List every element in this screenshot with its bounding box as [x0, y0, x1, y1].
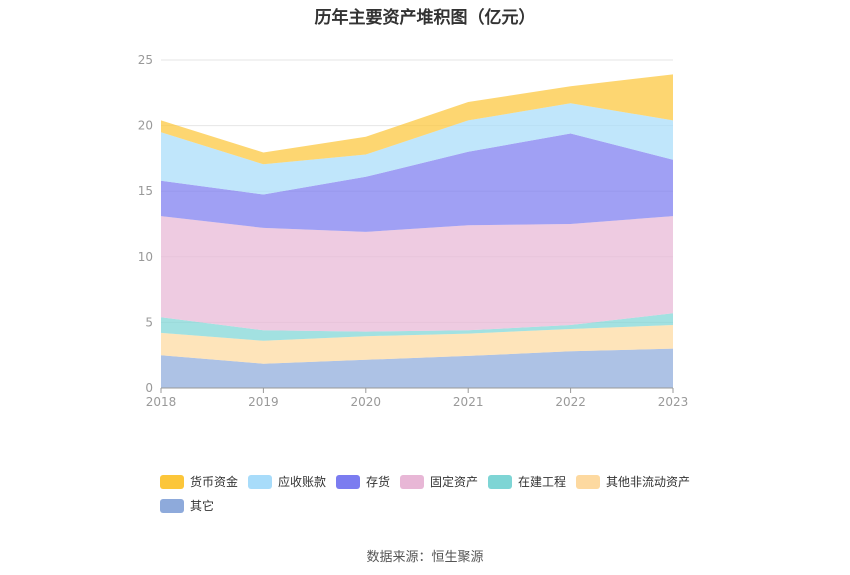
- area-series-5: [161, 103, 673, 195]
- area-series-6: [161, 74, 673, 165]
- axes: 0 5 10 15 20 25 2018 2019 2020 2021 2022 2023: [138, 53, 689, 409]
- area-series-2: [161, 313, 673, 341]
- y-tick-label: 10: [138, 250, 153, 264]
- legend-swatch: [400, 474, 424, 489]
- legend-item[interactable]: 其他非流动资产: [576, 473, 690, 490]
- x-tick-label: 2020: [351, 395, 382, 409]
- legend-label: 存货: [366, 475, 391, 489]
- x-tick-label: 2019: [248, 395, 279, 409]
- stacked-areas: [161, 74, 673, 388]
- legend-item[interactable]: 应收账款: [248, 473, 326, 490]
- legend-item[interactable]: 在建工程: [488, 473, 566, 490]
- x-tick-label: 2022: [555, 395, 586, 409]
- y-tick-label: 5: [145, 315, 153, 329]
- legend-item[interactable]: 存货: [336, 473, 390, 490]
- legend-label: 在建工程: [518, 475, 567, 489]
- legend-label: 其他非流动资产: [606, 475, 691, 489]
- y-tick-label: 25: [138, 53, 153, 67]
- legend-label: 应收账款: [278, 475, 327, 489]
- y-tick-label: 0: [145, 381, 153, 395]
- legend-swatch: [160, 498, 184, 513]
- y-tick-label: 20: [138, 119, 153, 133]
- area-series-1: [161, 325, 673, 364]
- data-source-note: 数据来源：恒生聚源: [366, 550, 484, 565]
- chart-title: 历年主要资产堆积图（亿元）: [314, 8, 536, 28]
- legend-item[interactable]: 其它: [160, 497, 214, 514]
- legend-item[interactable]: 固定资产: [400, 473, 478, 490]
- legend-label: 货币资金: [190, 475, 239, 489]
- area-series-4: [161, 133, 673, 232]
- y-tick-label: 15: [138, 184, 153, 198]
- x-tick-label: 2021: [453, 395, 484, 409]
- legend-swatch: [576, 474, 600, 489]
- area-series-0: [161, 348, 673, 388]
- x-tick-label: 2023: [658, 395, 689, 409]
- legend-item[interactable]: 货币资金: [160, 473, 238, 490]
- legend-swatch: [488, 474, 512, 489]
- legend-swatch: [248, 474, 272, 489]
- legend-swatch: [160, 474, 184, 489]
- legend-label: 固定资产: [430, 475, 479, 489]
- legend-label: 其它: [190, 499, 215, 513]
- x-tick-label: 2018: [146, 395, 177, 409]
- area-series-3: [161, 216, 673, 332]
- legend-swatch: [336, 474, 360, 489]
